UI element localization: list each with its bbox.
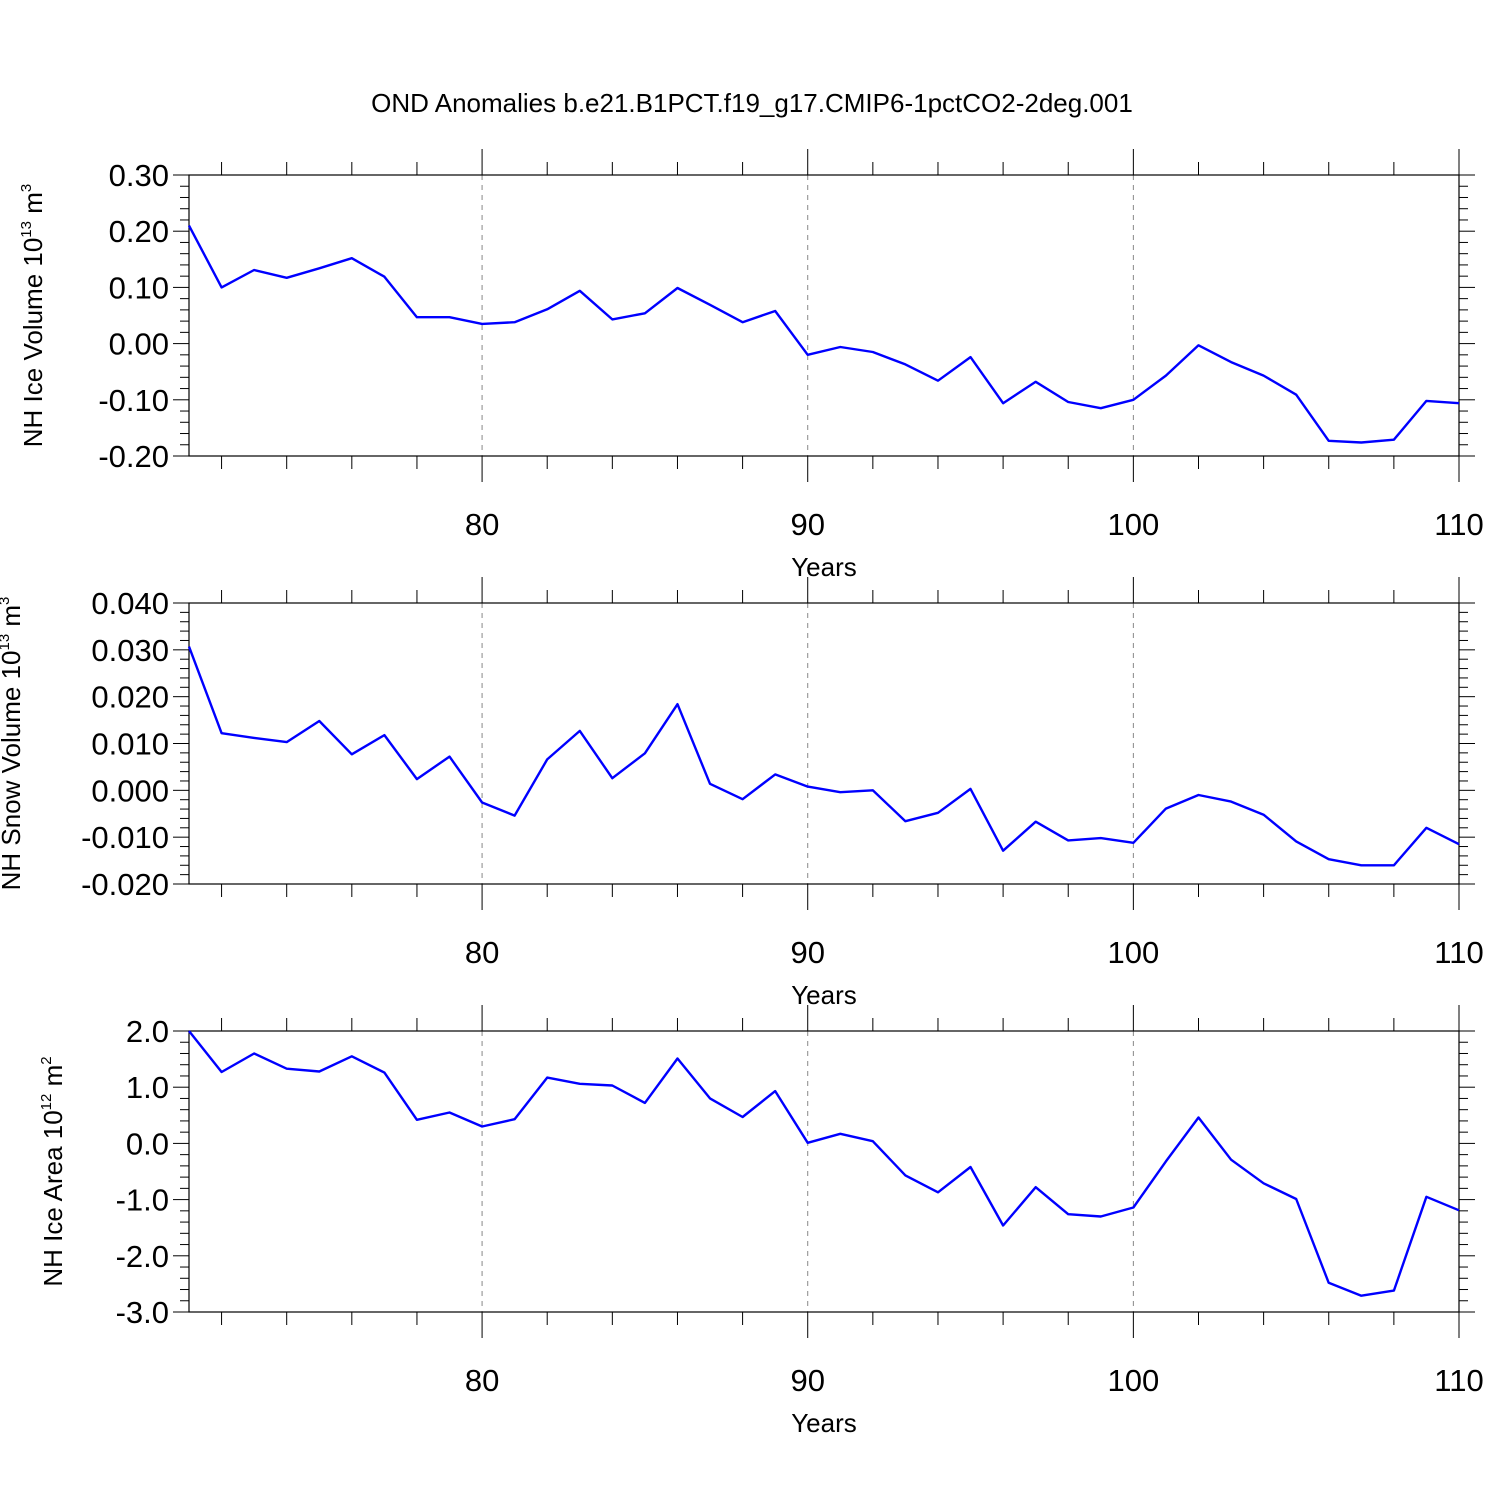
y-axis-label: NH Snow Volume 1013 m3: [0, 597, 26, 891]
chart-panels: 0.30 0.20 0.10 0.00 -0.10 -0.20 80 90 100 110 Year…: [0, 149, 1484, 1438]
y-tick-label: 0.020: [91, 680, 169, 715]
y-tick-label: 0.20: [109, 214, 169, 249]
x-tick-label: 100: [1107, 935, 1159, 970]
y-tick-label: -3.0: [116, 1295, 169, 1330]
y-tick-label: 2.0: [126, 1014, 169, 1049]
y-tick-label: -0.10: [98, 383, 169, 418]
y-tick-label: 0.040: [91, 586, 169, 621]
x-tick-label: 80: [465, 507, 499, 542]
x-tick-label: 90: [790, 1363, 824, 1398]
x-tick-label: 80: [465, 1363, 499, 1398]
y-tick-label: 0.010: [91, 727, 169, 762]
plot-frame: [188, 1030, 1460, 1313]
y-axis-label: NH Ice Area 1012 m2: [38, 1056, 68, 1286]
x-tick-label: 110: [1434, 1363, 1483, 1398]
y-tick-label: 0.00: [109, 327, 169, 362]
y-tick-label: 1.0: [126, 1070, 169, 1105]
panel-2: 0.040 0.030 0.020 0.010 0.000 -0.010 -0.020 80 9…: [0, 577, 1484, 1010]
x-axis-label: Years: [791, 552, 857, 582]
plot-frame: [188, 602, 1460, 885]
x-axis-label: Years: [791, 980, 857, 1010]
y-tick-label: 0.030: [91, 633, 169, 668]
x-tick-label: 110: [1434, 935, 1483, 970]
y-tick-label: 0.10: [109, 270, 169, 305]
y-tick-label: -0.020: [81, 867, 169, 902]
x-tick-label: 80: [465, 935, 499, 970]
x-tick-label: 110: [1434, 507, 1483, 542]
y-tick-label: 0.30: [109, 158, 169, 193]
y-axis-label: NH Ice Volume 1013 m3: [18, 184, 48, 447]
panel-1: 0.30 0.20 0.10 0.00 -0.10 -0.20 80 90 100 110 Year…: [18, 149, 1484, 582]
panel-3: 2.0 1.0 0.0 -1.0 -2.0 -3.0 80 90 100 110 Years NH I…: [38, 1005, 1484, 1438]
x-axis-label: Years: [791, 1408, 857, 1438]
y-tick-label: 0.000: [91, 773, 169, 808]
y-tick-label: -0.20: [98, 439, 169, 474]
y-tick-label: -2.0: [116, 1239, 169, 1274]
x-tick-label: 90: [790, 935, 824, 970]
x-tick-label: 100: [1107, 507, 1159, 542]
data-line-nh-ice-volume: [187, 225, 1460, 444]
y-tick-label: -0.010: [81, 820, 169, 855]
y-tick-label: -1.0: [116, 1183, 169, 1218]
data-line-nh-ice-area: [188, 1030, 1460, 1297]
x-tick-label: 90: [790, 507, 824, 542]
y-tick-label: 0.0: [126, 1126, 169, 1161]
chart-title: OND Anomalies b.e21.B1PCT.f19_g17.CMIP6-…: [371, 88, 1133, 118]
x-tick-label: 100: [1107, 1363, 1159, 1398]
data-line-nh-snow-volume: [187, 646, 1460, 867]
plot-frame: [188, 174, 1460, 457]
